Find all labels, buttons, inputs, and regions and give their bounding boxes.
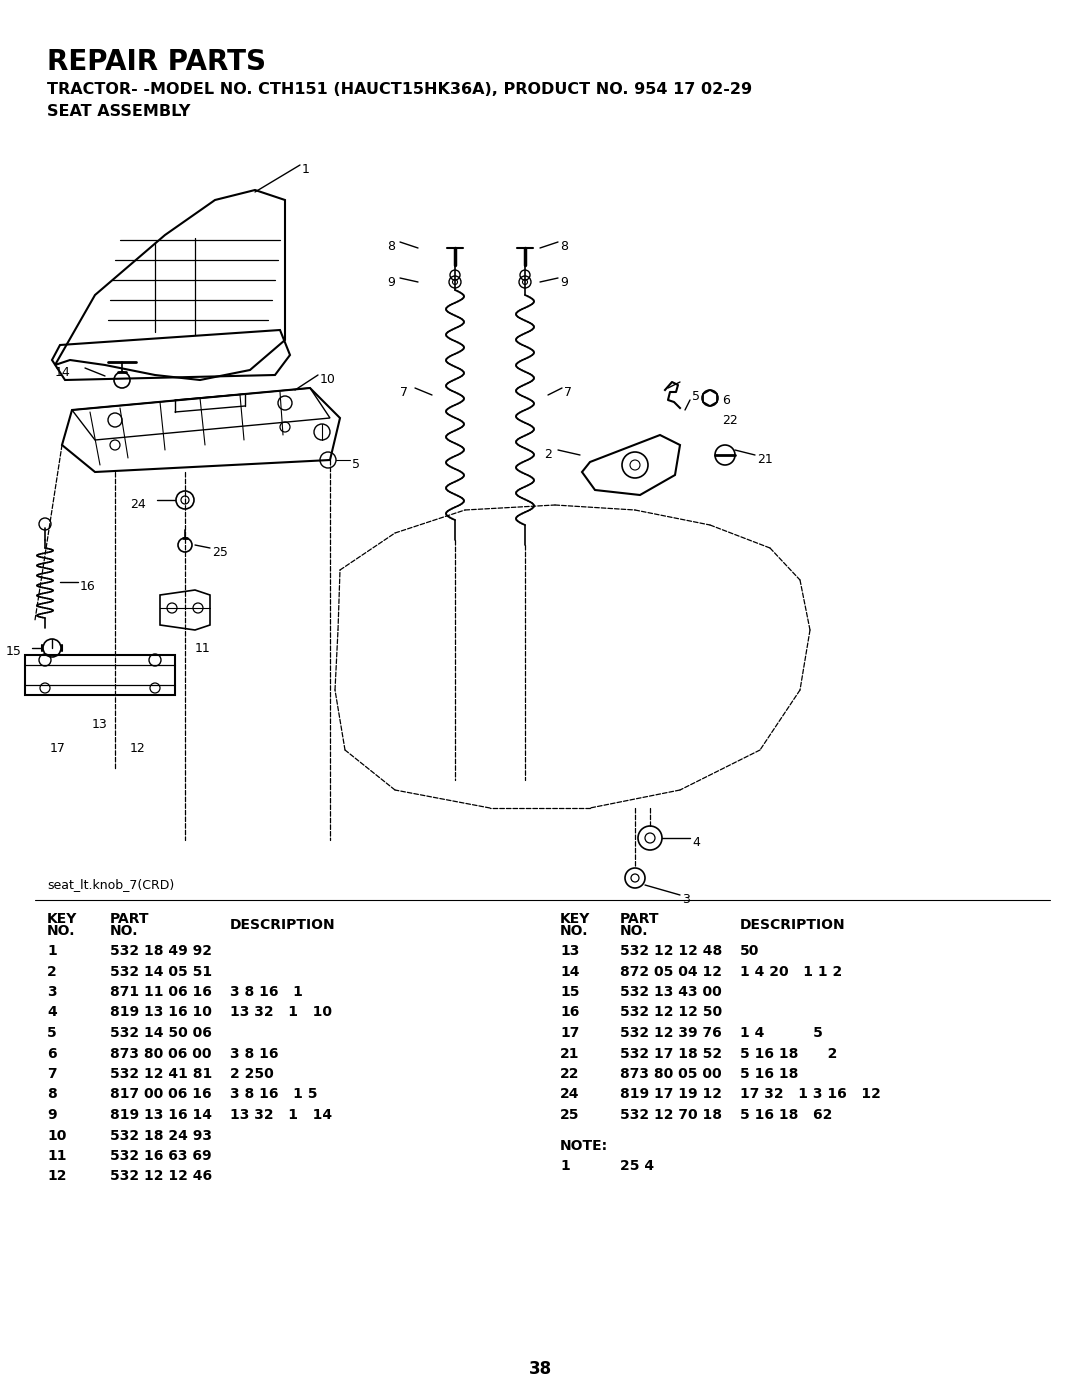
Text: 12: 12 [130, 742, 146, 754]
Text: 13 32   1   14: 13 32 1 14 [230, 1108, 333, 1122]
Text: 532 12 70 18: 532 12 70 18 [620, 1108, 723, 1122]
Text: 3: 3 [48, 985, 56, 999]
Text: 24: 24 [130, 497, 146, 511]
Text: DESCRIPTION: DESCRIPTION [740, 918, 846, 932]
Text: 532 12 39 76: 532 12 39 76 [620, 1025, 721, 1039]
Text: 532 12 41 81: 532 12 41 81 [110, 1067, 213, 1081]
Text: 1: 1 [48, 944, 57, 958]
Text: PART: PART [620, 912, 660, 926]
Text: 25 4: 25 4 [620, 1160, 654, 1173]
Text: 17: 17 [561, 1025, 579, 1039]
Text: 819 13 16 10: 819 13 16 10 [110, 1006, 212, 1020]
Text: 819 17 19 12: 819 17 19 12 [620, 1087, 723, 1101]
Text: 21: 21 [561, 1046, 580, 1060]
Text: 22: 22 [723, 414, 738, 427]
Text: 817 00 06 16: 817 00 06 16 [110, 1087, 212, 1101]
Text: 11: 11 [48, 1148, 67, 1162]
Text: 3: 3 [681, 893, 690, 907]
Text: 532 13 43 00: 532 13 43 00 [620, 985, 721, 999]
Text: 3 8 16: 3 8 16 [230, 1046, 279, 1060]
Text: 1: 1 [561, 1160, 570, 1173]
Text: 17 32   1 3 16   12: 17 32 1 3 16 12 [740, 1087, 881, 1101]
Text: 2: 2 [544, 448, 552, 461]
Text: 17: 17 [50, 742, 66, 754]
Text: 1 4          5: 1 4 5 [740, 1025, 823, 1039]
Text: 6: 6 [723, 394, 730, 407]
Text: 7: 7 [564, 386, 572, 400]
Text: 22: 22 [561, 1067, 580, 1081]
Text: 21: 21 [757, 453, 773, 467]
Text: 532 14 05 51: 532 14 05 51 [110, 964, 212, 978]
Text: 8: 8 [387, 240, 395, 253]
Text: 10: 10 [48, 1129, 66, 1143]
Text: 5: 5 [692, 390, 700, 402]
Text: 872 05 04 12: 872 05 04 12 [620, 964, 723, 978]
Text: 50: 50 [740, 944, 759, 958]
Text: 3 8 16   1 5: 3 8 16 1 5 [230, 1087, 318, 1101]
Text: 16: 16 [80, 580, 96, 592]
Text: NOTE:: NOTE: [561, 1139, 608, 1153]
Text: 1: 1 [302, 163, 310, 176]
Text: 9: 9 [561, 277, 568, 289]
Text: 532 18 49 92: 532 18 49 92 [110, 944, 212, 958]
Text: 532 16 63 69: 532 16 63 69 [110, 1148, 212, 1162]
Text: NO.: NO. [561, 923, 589, 937]
Text: 871 11 06 16: 871 11 06 16 [110, 985, 212, 999]
Text: 5: 5 [352, 458, 360, 471]
Text: 11: 11 [195, 643, 211, 655]
Text: 8: 8 [48, 1087, 57, 1101]
Text: 532 12 12 50: 532 12 12 50 [620, 1006, 723, 1020]
Text: 8: 8 [561, 240, 568, 253]
Text: 9: 9 [48, 1108, 56, 1122]
Text: DESCRIPTION: DESCRIPTION [230, 918, 336, 932]
Text: 873 80 05 00: 873 80 05 00 [620, 1067, 721, 1081]
Text: 14: 14 [561, 964, 580, 978]
Text: 4: 4 [692, 835, 700, 849]
Text: 12: 12 [48, 1169, 67, 1183]
Text: 15: 15 [561, 985, 580, 999]
Text: 532 14 50 06: 532 14 50 06 [110, 1025, 212, 1039]
Text: 7: 7 [48, 1067, 56, 1081]
Text: 873 80 06 00: 873 80 06 00 [110, 1046, 212, 1060]
Text: 9: 9 [387, 277, 395, 289]
Text: 532 12 12 48: 532 12 12 48 [620, 944, 723, 958]
Text: 532 18 24 93: 532 18 24 93 [110, 1129, 212, 1143]
Text: 5 16 18: 5 16 18 [740, 1067, 798, 1081]
Text: NO.: NO. [110, 923, 138, 937]
Text: 7: 7 [400, 386, 408, 400]
Text: TRACTOR- -MODEL NO. CTH151 (HAUCT15HK36A), PRODUCT NO. 954 17 02-29: TRACTOR- -MODEL NO. CTH151 (HAUCT15HK36A… [48, 82, 752, 96]
Text: 532 12 12 46: 532 12 12 46 [110, 1169, 212, 1183]
Text: 24: 24 [561, 1087, 580, 1101]
Text: 13: 13 [561, 944, 579, 958]
Text: 2: 2 [48, 964, 57, 978]
Text: 1 4 20   1 1 2: 1 4 20 1 1 2 [740, 964, 842, 978]
Text: 13 32   1   10: 13 32 1 10 [230, 1006, 332, 1020]
Text: 10: 10 [320, 373, 336, 386]
Text: 25: 25 [561, 1108, 580, 1122]
Text: 13: 13 [92, 718, 108, 731]
Text: 3 8 16   1: 3 8 16 1 [230, 985, 302, 999]
Text: 15: 15 [6, 645, 22, 658]
Text: REPAIR PARTS: REPAIR PARTS [48, 47, 266, 75]
Text: 25: 25 [212, 546, 228, 559]
Text: seat_lt.knob_7(CRD): seat_lt.knob_7(CRD) [48, 877, 174, 891]
Text: PART: PART [110, 912, 149, 926]
Text: 6: 6 [48, 1046, 56, 1060]
Text: KEY: KEY [561, 912, 591, 926]
Text: NO.: NO. [620, 923, 648, 937]
Text: 38: 38 [528, 1361, 552, 1377]
Text: 819 13 16 14: 819 13 16 14 [110, 1108, 212, 1122]
Text: NO.: NO. [48, 923, 76, 937]
Text: 5 16 18      2: 5 16 18 2 [740, 1046, 837, 1060]
Text: 2 250: 2 250 [230, 1067, 273, 1081]
Text: SEAT ASSEMBLY: SEAT ASSEMBLY [48, 103, 190, 119]
Text: KEY: KEY [48, 912, 78, 926]
Text: 16: 16 [561, 1006, 579, 1020]
Text: 5 16 18   62: 5 16 18 62 [740, 1108, 833, 1122]
Text: 14: 14 [55, 366, 71, 379]
Text: 4: 4 [48, 1006, 57, 1020]
Text: 5: 5 [48, 1025, 57, 1039]
Text: 532 17 18 52: 532 17 18 52 [620, 1046, 723, 1060]
